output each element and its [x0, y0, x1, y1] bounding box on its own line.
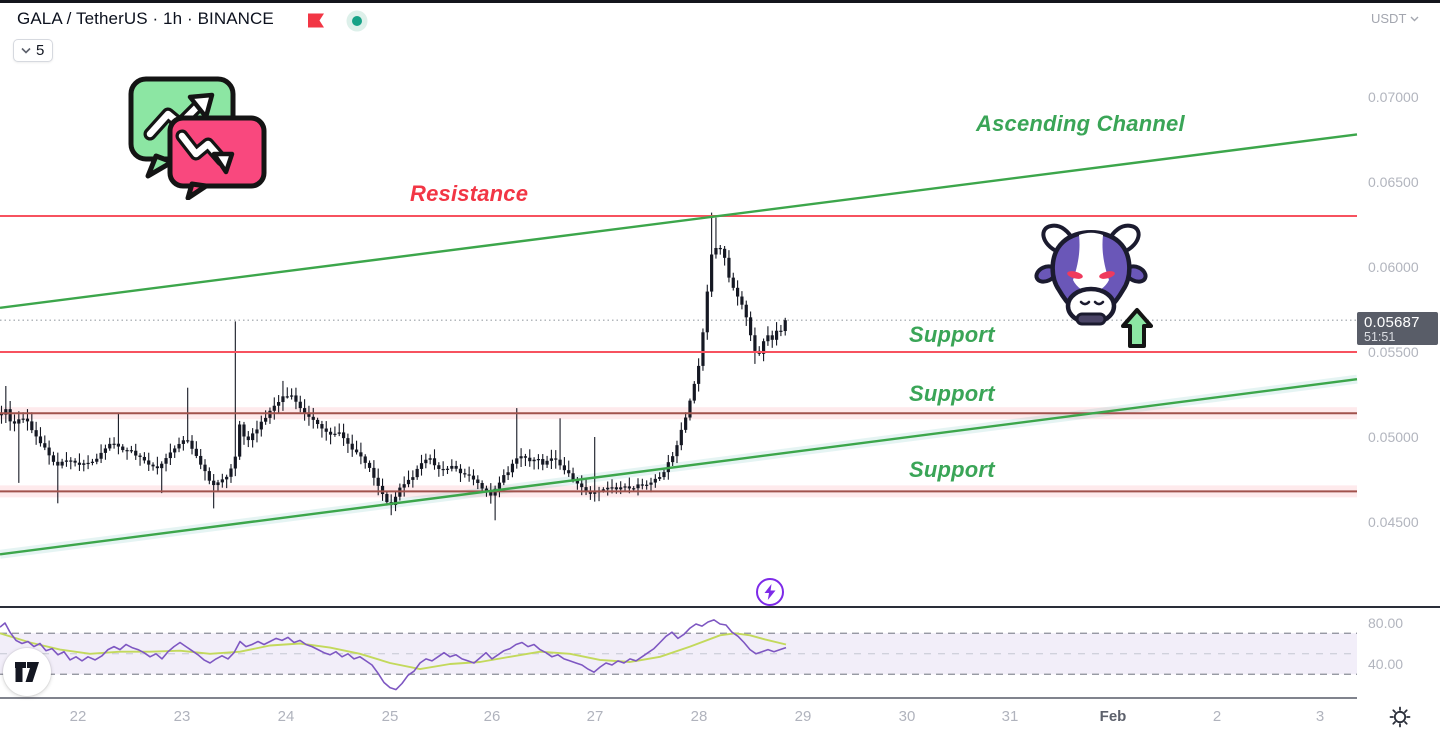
interval-selector-button[interactable]: 5 [13, 39, 54, 62]
time-tick-label: 30 [898, 708, 916, 725]
price-axis-currency-dropdown[interactable]: USDT [1371, 11, 1419, 26]
symbol-title[interactable]: GALA / TetherUS · 1h · BINANCE [17, 9, 274, 28]
bar-countdown: 51:51 [1364, 330, 1396, 344]
time-tick-label: 29 [794, 708, 812, 725]
annotation-support-3[interactable]: Support [909, 457, 995, 482]
time-tick-label: 22 [69, 708, 87, 725]
time-tick-label: 26 [483, 708, 501, 725]
time-tick-label: 31 [1001, 708, 1019, 725]
flash-boost-icon[interactable] [753, 575, 787, 609]
price-tick-label: 0.07000 [1368, 89, 1419, 105]
rsi-tick-label: 80.00 [1368, 615, 1404, 631]
time-tick-label: Feb [1099, 708, 1127, 725]
rsi-tick-label: 40.00 [1368, 656, 1404, 672]
price-tick-label: 0.06000 [1368, 259, 1419, 275]
chevron-down-icon [1410, 16, 1419, 21]
time-tick-label: 23 [173, 708, 191, 725]
currency-text: USDT [1371, 11, 1407, 26]
time-axis-separator [0, 697, 1357, 699]
flag-icon[interactable] [306, 12, 326, 29]
time-tick-label: 3 [1315, 708, 1325, 725]
gear-icon[interactable] [1386, 703, 1414, 731]
pane-separator[interactable] [0, 606, 1440, 608]
time-tick-label: 24 [277, 708, 295, 725]
tradingview-logo[interactable] [3, 648, 51, 696]
time-tick-label: 25 [381, 708, 399, 725]
time-tick-label: 28 [690, 708, 708, 725]
annotation-resistance[interactable]: Resistance [410, 181, 529, 206]
bull-bear-chat-bubbles-sticker[interactable] [126, 74, 268, 200]
chevron-down-icon [21, 47, 31, 54]
last-price-badge: 0.05687 51:51 [1357, 312, 1438, 345]
interval-value: 5 [36, 42, 45, 59]
annotation-support-1[interactable]: Support [909, 322, 995, 347]
annotation-ascending-channel[interactable]: Ascending Channel [976, 111, 1185, 136]
window-top-edge [0, 0, 1440, 3]
last-price-value: 0.05687 [1364, 314, 1420, 331]
bull-sticker[interactable] [1033, 222, 1153, 350]
annotation-support-2[interactable]: Support [909, 381, 995, 406]
price-tick-label: 0.04500 [1368, 514, 1419, 530]
price-tick-label: 0.06500 [1368, 174, 1419, 190]
time-tick-label: 2 [1212, 708, 1222, 725]
market-status-dot-icon [346, 10, 368, 32]
tradingview-logo-icon [15, 662, 39, 682]
price-tick-label: 0.05000 [1368, 429, 1419, 445]
price-tick-label: 0.05500 [1368, 344, 1419, 360]
time-tick-label: 27 [586, 708, 604, 725]
